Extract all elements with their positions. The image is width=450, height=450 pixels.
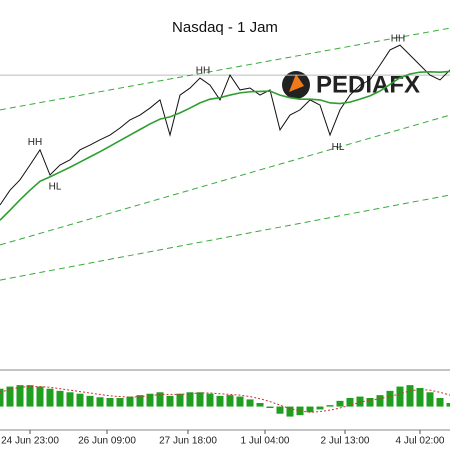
x-tick-label: 4 Jul 02:00	[396, 436, 445, 447]
signal-line	[0, 386, 450, 413]
osc-bar	[256, 403, 264, 407]
osc-bar	[366, 398, 374, 407]
osc-bar	[186, 392, 194, 407]
osc-bar	[216, 395, 224, 407]
osc-bar	[66, 392, 74, 407]
osc-bar	[446, 403, 450, 407]
osc-bar	[436, 398, 444, 407]
osc-bar	[16, 385, 24, 407]
price-line	[0, 44, 450, 206]
osc-bar	[296, 406, 304, 416]
osc-bar	[336, 400, 344, 407]
osc-bar	[116, 398, 124, 407]
osc-bar	[166, 395, 174, 407]
x-tick-label: 24 Jun 23:00	[1, 436, 59, 447]
osc-bar	[236, 396, 244, 407]
osc-bar	[406, 385, 414, 407]
trend-line	[0, 27, 450, 111]
osc-bar	[0, 388, 4, 407]
x-tick-label: 1 Jul 04:00	[241, 436, 290, 447]
osc-bar	[226, 395, 234, 407]
logo-icon-accent	[289, 74, 304, 92]
osc-bar	[36, 386, 44, 407]
annotation: HL	[49, 181, 62, 192]
x-tick-label: 27 Jun 18:00	[159, 436, 217, 447]
osc-bar	[156, 392, 164, 407]
osc-bar	[86, 395, 94, 407]
price-line	[0, 70, 450, 221]
osc-bar	[396, 386, 404, 407]
osc-bar	[46, 388, 54, 407]
osc-bar	[246, 399, 254, 407]
logo-text: PEDIAFX	[316, 71, 420, 98]
annotation: HH	[28, 137, 42, 148]
osc-bar	[416, 388, 424, 407]
osc-bar	[96, 397, 104, 407]
osc-bar	[276, 406, 284, 414]
chart-title: Nasdaq - 1 Jam	[172, 19, 278, 36]
osc-bar	[146, 393, 154, 407]
osc-bar	[356, 396, 364, 407]
osc-bar	[376, 395, 384, 407]
x-tick-label: 26 Jun 09:00	[78, 436, 136, 447]
trend-line	[0, 194, 450, 281]
annotation: HH	[196, 66, 210, 77]
osc-bar	[426, 392, 434, 407]
logo: PEDIAFX	[282, 71, 420, 99]
osc-bar	[316, 406, 324, 410]
osc-bar	[76, 393, 84, 407]
annotation: HH	[391, 33, 405, 44]
annotation: HL	[332, 142, 345, 153]
osc-bar	[206, 393, 214, 407]
osc-bar	[326, 405, 334, 407]
x-tick-label: 2 Jul 13:00	[321, 436, 370, 447]
osc-bar	[6, 386, 14, 407]
osc-bar	[106, 398, 114, 407]
osc-bar	[306, 406, 314, 413]
osc-bar	[126, 396, 134, 407]
osc-bar	[56, 390, 64, 407]
osc-bar	[346, 398, 354, 407]
osc-bar	[386, 390, 394, 407]
osc-bar	[266, 406, 274, 408]
osc-bar	[136, 395, 144, 407]
osc-bar	[176, 393, 184, 407]
osc-bar	[26, 385, 34, 407]
osc-bar	[286, 406, 294, 417]
trend-line	[0, 114, 450, 246]
osc-bar	[196, 392, 204, 407]
